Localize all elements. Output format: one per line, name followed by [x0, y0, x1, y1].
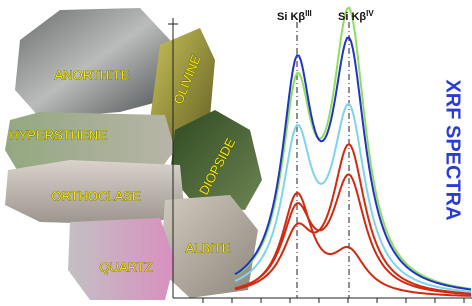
mineral-label: HYPERSTHENE	[9, 127, 107, 142]
spectrum-curve	[235, 174, 471, 294]
mineral-label: QUARTZ	[99, 259, 152, 274]
mineral-label: ANORTHITE	[55, 67, 130, 82]
peak-label: Si KβIII	[277, 9, 312, 23]
title: XRF SPECTRA	[442, 79, 464, 220]
peak-label: Si KβIV	[338, 9, 374, 23]
mineral-label: ORTHOCLASE	[51, 188, 141, 203]
mineral-label: ALBITE	[186, 240, 231, 255]
figure: ANORTHITE OLIVINE HYPERSTHENE DIOPSIDE O…	[0, 0, 472, 306]
spectra	[235, 8, 471, 296]
